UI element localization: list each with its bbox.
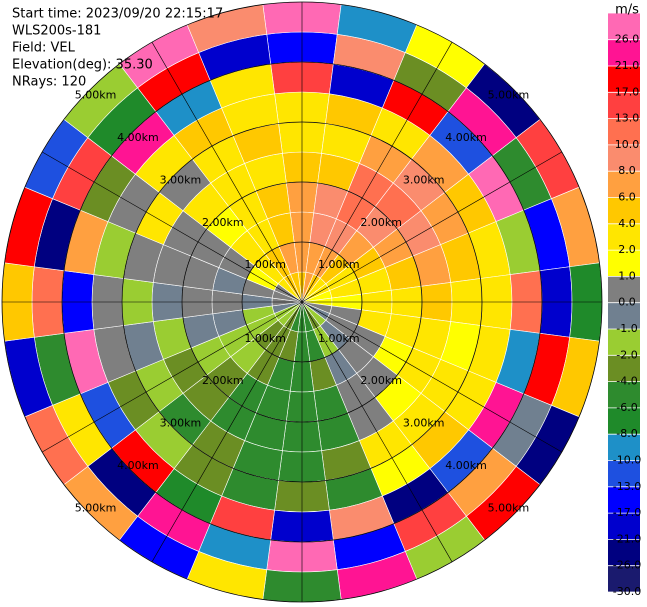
spoke [301, 42, 453, 303]
colorbar-bin [608, 223, 640, 251]
overlay: 1.00km 1.00km 1.00km 1.00km 2.00km 2.00km 2.00… [1, 1, 603, 603]
spoke [301, 301, 453, 562]
ring-label: 4.00km [117, 131, 159, 144]
colorbar-tick-label: -8.0 [616, 427, 637, 440]
colorbar-tick-label: 26.0 [615, 33, 640, 46]
colorbar-tick-label: -1.0 [616, 322, 637, 335]
colorbar-tick-label: 17.0 [615, 85, 640, 98]
range-ring [61, 61, 543, 543]
info-line: Field: VEL [12, 41, 76, 56]
ring-label: 1.00km [318, 332, 360, 345]
ring-label: 5.00km [488, 89, 530, 102]
ring-label: 2.00km [360, 216, 402, 229]
colorbar-bin [608, 355, 640, 382]
range-ring [241, 241, 363, 363]
colorbar-tick-label: -6.0 [616, 401, 637, 414]
colorbar-tick-label: 6.0 [618, 191, 636, 204]
colorbar-tick-label: -21.0 [613, 532, 641, 545]
colorbar-tick-label: -26.0 [613, 559, 641, 572]
colorbar-bin [608, 539, 640, 566]
colorbar-bin [608, 276, 640, 303]
colorbar: -30.0 -26.0 -21.0 -17.0 -13.0 -10.0 -8.0 -6.0 -4… [608, 3, 641, 598]
ring-label: 3.00km [403, 417, 445, 430]
colorbar-bin [608, 92, 640, 119]
ring-label: 5.00km [488, 501, 530, 514]
ring-label: 2.00km [202, 374, 244, 387]
colorbar-tick-label: 4.0 [618, 217, 636, 230]
colorbar-tick-label: -13.0 [613, 480, 641, 493]
ring-label: 1.00km [244, 332, 286, 345]
colorbar-bin [608, 39, 640, 66]
ring-label: 3.00km [160, 417, 202, 430]
spoke [151, 42, 303, 303]
info-line: Elevation(deg): 35.30 [12, 58, 153, 73]
colorbar-bin [608, 250, 640, 277]
colorbar-title: m/s [615, 3, 639, 18]
colorbar-tick-label: -17.0 [613, 506, 641, 519]
colorbar-tick-label: -2.0 [616, 348, 637, 361]
colorbar-bin [608, 302, 640, 329]
colorbar-tick-label: 10.0 [615, 138, 640, 151]
colorbar-bin [608, 513, 640, 540]
spoke [151, 301, 303, 562]
ring-label: 5.00km [75, 89, 117, 102]
ring-label: 3.00km [403, 173, 445, 186]
range-ring [181, 181, 423, 423]
ring-label: 4.00km [445, 131, 487, 144]
colorbar-bin [608, 381, 640, 408]
colorbar-tick-label: -4.0 [616, 375, 637, 388]
ring-label: 1.00km [318, 258, 360, 271]
colorbar-bin [608, 486, 640, 514]
colorbar-tick-label: -30.0 [613, 585, 641, 598]
info-line: Start time: 2023/09/20 22:15:17 [12, 7, 223, 22]
info-line: WLS200s-181 [12, 24, 101, 39]
colorbar-bin [608, 434, 640, 461]
ring-label: 3.00km [160, 173, 202, 186]
colorbar-bin [608, 171, 640, 198]
spoke [42, 151, 303, 303]
ring-label: 2.00km [202, 216, 244, 229]
ring-label: 4.00km [117, 459, 159, 472]
ring-label: 1.00km [244, 258, 286, 271]
ppi-plot [1, 1, 603, 603]
colorbar-bin [608, 144, 640, 172]
colorbar-bin [608, 407, 640, 435]
ring-label: 4.00km [445, 459, 487, 472]
info-block: Start time: 2023/09/20 22:15:17 WLS200s-1… [12, 7, 223, 90]
ring-label: 5.00km [75, 501, 117, 514]
spoke [42, 301, 303, 453]
spoke [301, 151, 562, 303]
colorbar-tick-label: 0.0 [618, 296, 636, 309]
ring-label: 2.00km [360, 374, 402, 387]
colorbar-tick-label: 2.0 [618, 243, 636, 256]
info-line: NRays: 120 [12, 75, 86, 90]
colorbar-bin [608, 13, 640, 40]
colorbar-bin [608, 460, 640, 487]
colorbar-bin [608, 197, 640, 224]
colorbar-tick-label: 1.0 [618, 269, 636, 282]
colorbar-bin [608, 565, 640, 592]
colorbar-bin [608, 118, 640, 145]
range-ring [1, 1, 603, 603]
colorbar-bin [608, 329, 640, 356]
colorbar-tick-label: 21.0 [615, 59, 640, 72]
colorbar-bin [608, 66, 640, 93]
colorbar-tick-label: 8.0 [618, 164, 636, 177]
range-ring [121, 121, 483, 483]
colorbar-tick-label: -10.0 [613, 454, 641, 467]
colorbar-tick-label: 13.0 [615, 112, 640, 125]
spoke [301, 301, 562, 453]
